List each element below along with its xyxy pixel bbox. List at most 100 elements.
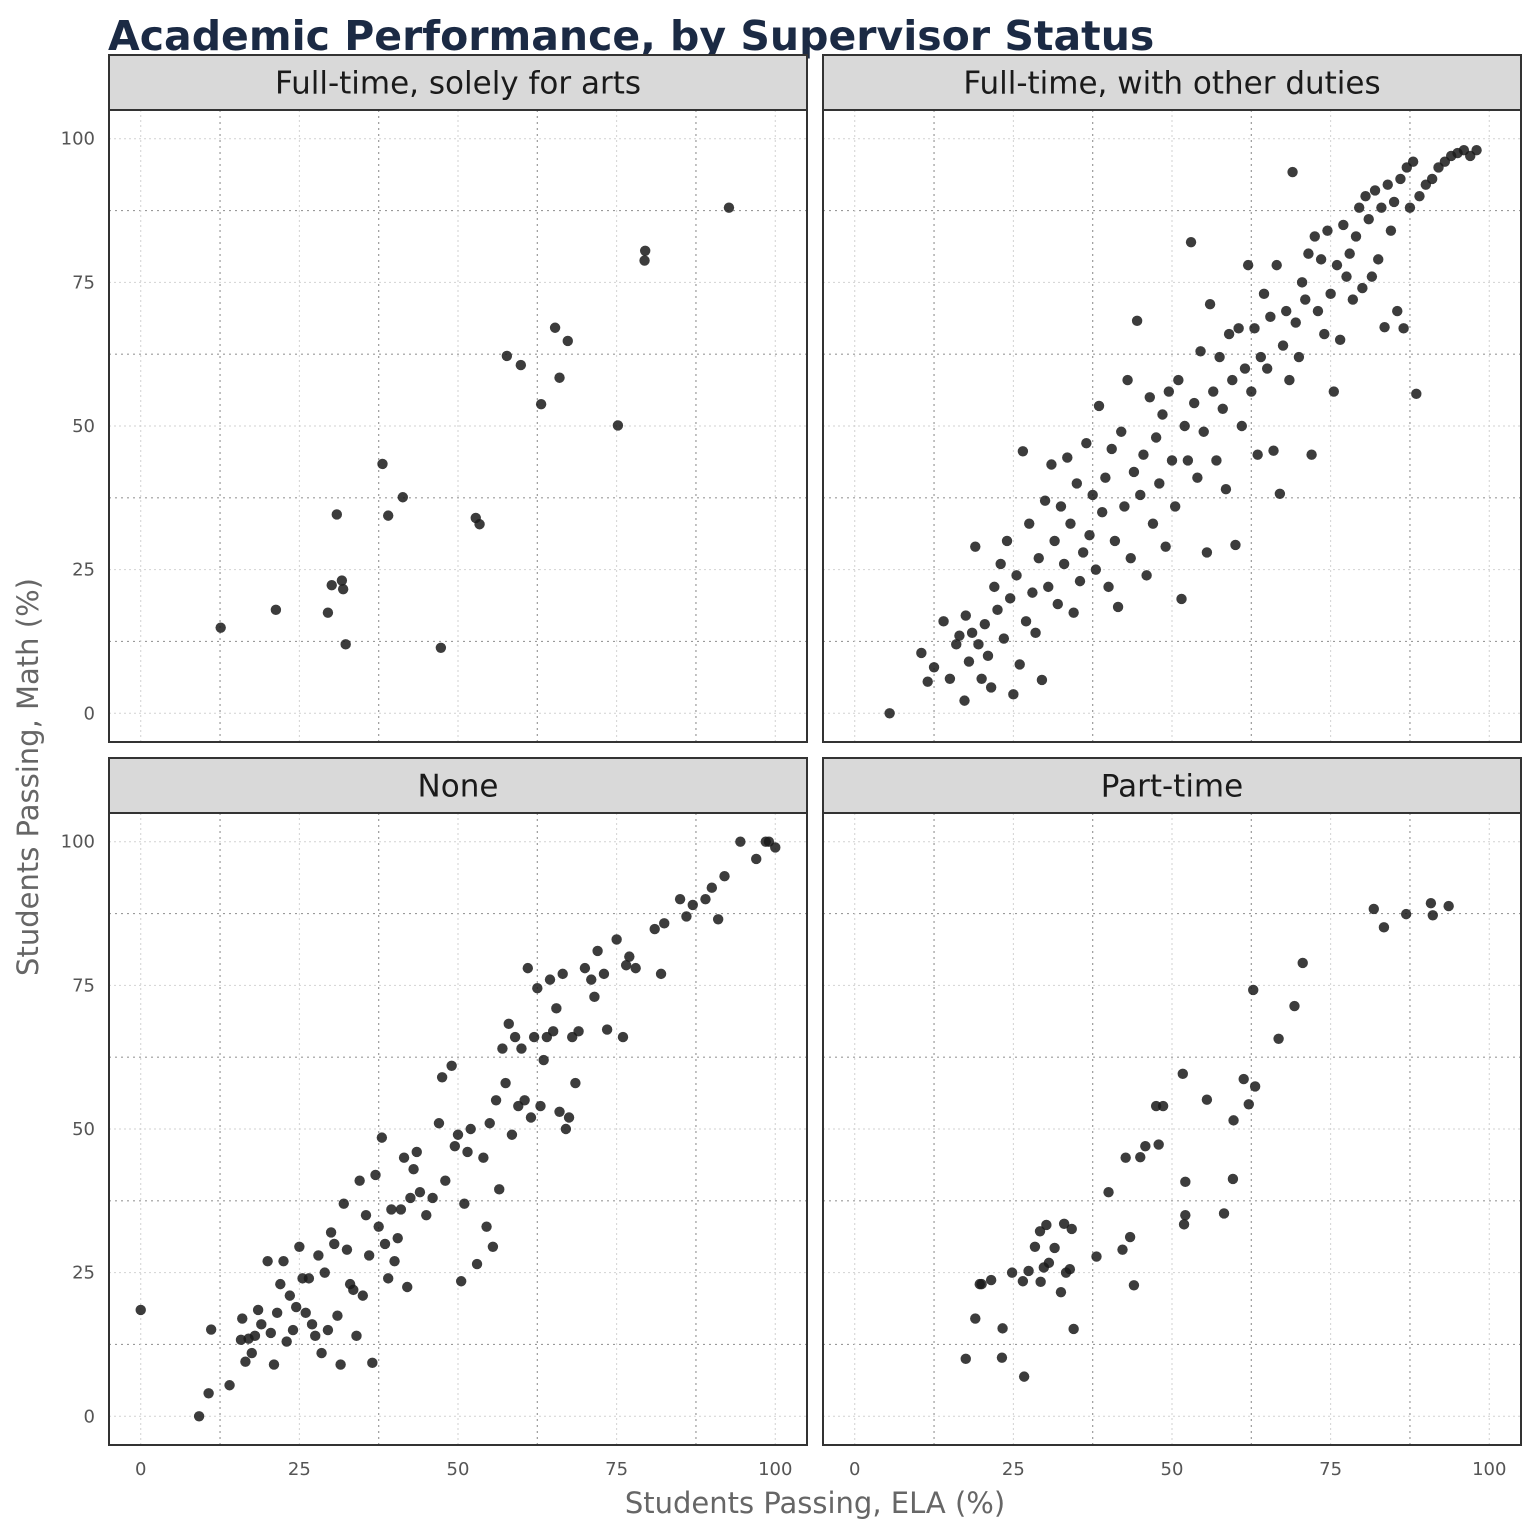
data-point <box>1017 1276 1029 1287</box>
data-point <box>1135 1151 1146 1163</box>
data-point <box>979 619 991 630</box>
data-point <box>1154 478 1165 489</box>
data-point <box>1243 1099 1254 1110</box>
data-point <box>1029 1241 1041 1252</box>
data-point <box>547 1026 559 1037</box>
data-point <box>319 1267 330 1278</box>
data-point <box>348 1284 359 1296</box>
data-point <box>1258 288 1270 300</box>
data-point <box>1252 449 1263 460</box>
data-point <box>944 673 956 684</box>
data-point <box>1201 1094 1213 1105</box>
panel-border <box>822 109 1522 743</box>
facet-strip-label: None <box>418 769 499 805</box>
data-point <box>1223 328 1235 340</box>
data-point <box>1066 1223 1077 1235</box>
data-point <box>235 1334 247 1346</box>
chart-title: Academic Performance, by Supervisor Stat… <box>108 12 1155 60</box>
data-point <box>1414 190 1425 202</box>
y-tick-label: 75 <box>72 975 95 996</box>
data-point <box>1201 547 1213 558</box>
data-point <box>281 1336 292 1347</box>
facet-strip <box>822 54 1522 111</box>
facet-strip-label: Full-time, with other duties <box>963 66 1380 102</box>
data-point <box>224 1380 235 1391</box>
data-point <box>294 1241 305 1252</box>
data-point <box>313 1250 324 1261</box>
data-point <box>1023 1265 1034 1277</box>
data-point <box>203 1388 214 1399</box>
data-point <box>1315 254 1327 265</box>
data-point <box>1179 420 1190 432</box>
data-point <box>560 1123 572 1135</box>
data-point <box>275 1278 286 1290</box>
data-point <box>1379 321 1390 333</box>
data-point <box>751 853 762 865</box>
data-point <box>612 420 624 431</box>
data-point <box>1195 346 1206 357</box>
data-point <box>1034 1226 1046 1237</box>
data-point <box>1052 598 1063 610</box>
data-point <box>1006 1267 1018 1278</box>
data-point <box>462 1146 473 1158</box>
data-point <box>976 1278 987 1290</box>
data-point <box>452 1129 464 1140</box>
data-point <box>1273 1033 1284 1044</box>
data-point <box>262 1255 273 1267</box>
data-point <box>639 255 650 266</box>
data-point <box>998 633 1010 644</box>
data-point <box>1122 374 1133 386</box>
data-point <box>501 350 513 362</box>
data-point <box>427 1192 438 1204</box>
data-point <box>1353 202 1365 213</box>
data-point <box>554 1106 565 1117</box>
data-point <box>1027 587 1038 598</box>
x-tick-label: 100 <box>1472 1459 1506 1480</box>
data-point <box>1100 472 1111 483</box>
data-point <box>963 656 975 667</box>
data-point <box>326 579 337 591</box>
data-point <box>1242 259 1254 271</box>
data-point <box>522 962 533 974</box>
data-point <box>1120 1152 1131 1163</box>
data-point <box>1049 535 1060 547</box>
data-point <box>1230 539 1241 551</box>
data-point <box>290 1301 302 1313</box>
data-point <box>928 662 940 673</box>
data-point <box>1033 552 1044 564</box>
data-point <box>379 1238 391 1250</box>
data-point <box>490 1095 502 1106</box>
data-point <box>1153 1139 1164 1150</box>
data-point <box>1246 386 1257 397</box>
data-point <box>1373 254 1384 265</box>
data-point <box>405 1192 416 1204</box>
data-point <box>1284 374 1295 386</box>
data-point <box>985 682 997 693</box>
data-point <box>360 1209 372 1221</box>
data-point <box>598 968 610 980</box>
data-point <box>316 1347 327 1359</box>
data-point <box>1378 922 1390 933</box>
data-point <box>1382 179 1393 190</box>
data-point <box>1180 1209 1191 1221</box>
data-point <box>1227 1173 1239 1185</box>
data-point <box>1131 315 1143 327</box>
data-point <box>700 893 711 905</box>
data-point <box>1236 420 1248 432</box>
data-point <box>278 1255 289 1267</box>
data-point <box>1018 1371 1030 1382</box>
data-point <box>1233 323 1244 334</box>
data-point <box>563 1112 575 1123</box>
data-point <box>215 622 226 633</box>
data-point <box>287 1324 299 1336</box>
data-point <box>1411 388 1422 400</box>
data-point <box>1106 443 1117 455</box>
data-point <box>1020 616 1032 627</box>
data-point <box>1385 225 1397 236</box>
data-point <box>1049 1242 1060 1254</box>
data-point <box>938 616 949 627</box>
data-point <box>1160 541 1171 552</box>
facet-strip-label: Full-time, solely for arts <box>275 66 641 102</box>
data-point <box>535 1100 546 1112</box>
data-point <box>1319 328 1330 340</box>
